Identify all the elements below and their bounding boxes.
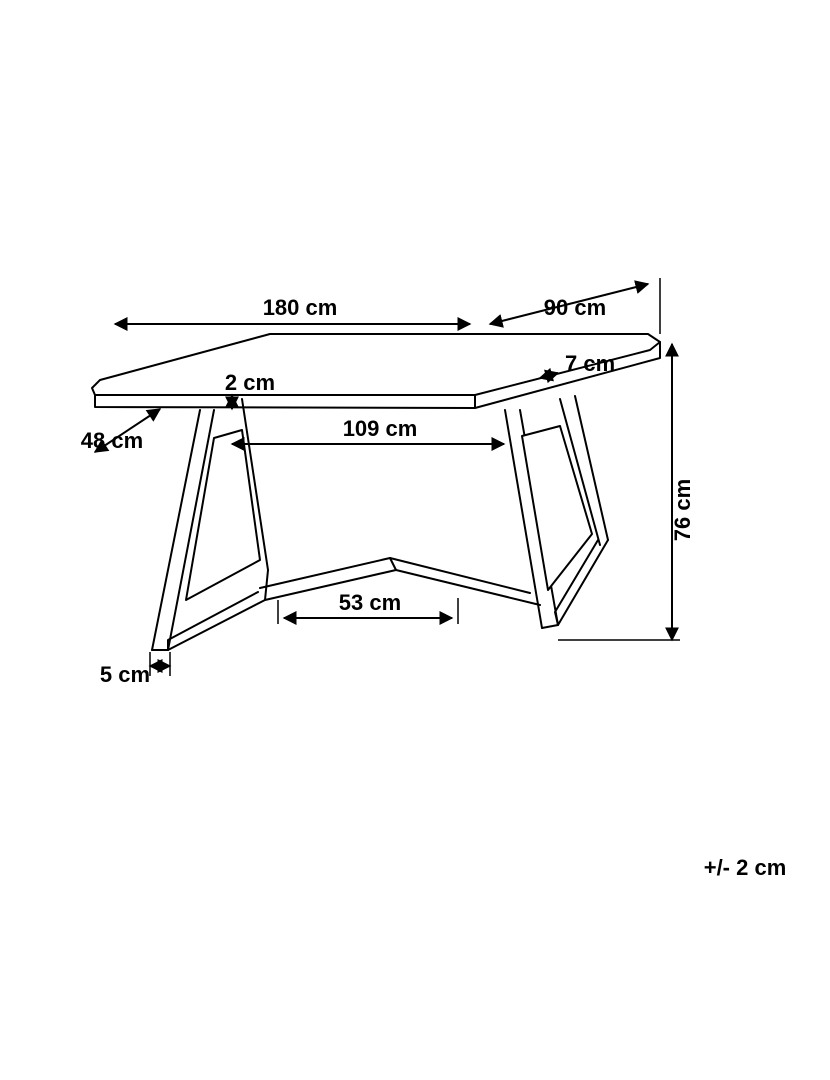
table-dimension-diagram: 180 cm 90 cm 2 cm 7 cm 48 cm 109 cm 76 c… bbox=[0, 0, 830, 1080]
label-leg-depth: 48 cm bbox=[81, 428, 143, 453]
label-foot-width: 5 cm bbox=[100, 662, 150, 687]
label-length: 180 cm bbox=[263, 295, 338, 320]
label-base-span: 53 cm bbox=[339, 590, 401, 615]
label-top-thickness: 2 cm bbox=[225, 370, 275, 395]
label-depth: 90 cm bbox=[544, 295, 606, 320]
label-leg-span: 109 cm bbox=[343, 416, 418, 441]
label-height: 76 cm bbox=[670, 479, 695, 541]
label-leg-top-width: 7 cm bbox=[565, 351, 615, 376]
dimension-lines bbox=[95, 278, 680, 676]
dim-legtop-line bbox=[540, 373, 558, 378]
tolerance-note: +/- 2 cm bbox=[704, 855, 787, 880]
